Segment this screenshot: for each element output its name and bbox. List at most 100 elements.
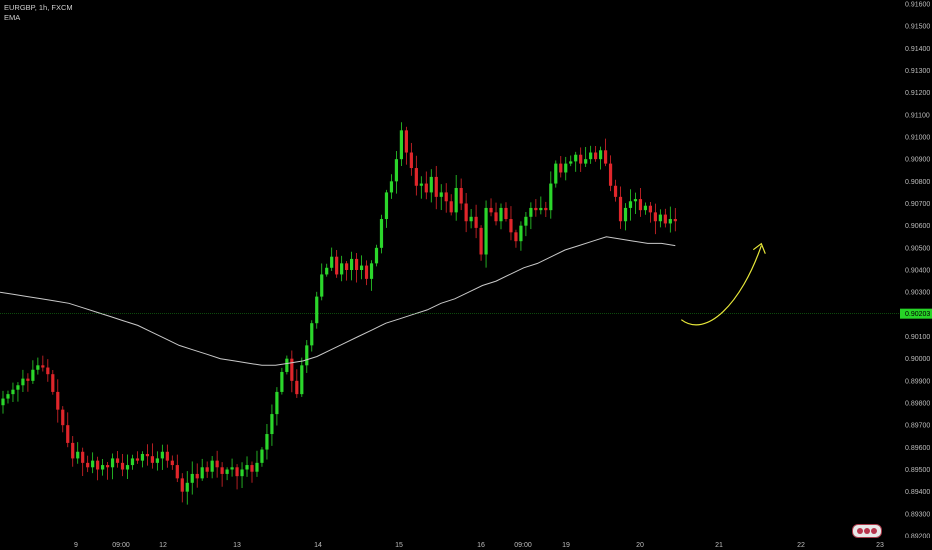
candle-body [310,323,314,346]
candle-body [110,458,115,468]
candle-body [379,219,384,248]
ema-series [0,236,676,366]
price-axis[interactable] [900,0,932,538]
x-tick-label: 16 [477,542,485,549]
candle-body [374,247,379,264]
candlestick-series [1,122,677,505]
candle-body [464,203,468,222]
price-tag-box [900,308,932,319]
y-tick-label: 0.89400 [905,489,930,496]
candle-body [86,462,90,468]
candle-body [359,265,364,270]
candle-body [101,465,105,470]
candle-body [280,371,284,392]
y-tick-label: 0.90400 [905,268,930,275]
candle-body [658,214,662,222]
candle-body [369,263,374,279]
candle-body [81,451,85,463]
candle-body [16,385,20,390]
candle-body [180,478,184,492]
candle-body [399,130,403,160]
candle-body [31,369,35,381]
candle-body [235,467,239,477]
candle-body [419,183,423,186]
candle-body [594,152,598,160]
candle-body [534,207,538,211]
candle-body [26,378,30,381]
y-tick-label: 0.91300 [905,68,930,75]
candle-body [260,449,264,463]
candle-body [115,458,120,463]
y-tick-label: 0.89300 [905,511,930,518]
candle-body [130,458,135,466]
projection-curve [680,245,762,326]
x-tick-label: 12 [159,542,167,549]
candle-body [325,267,329,275]
candle-body [56,391,60,410]
candle-body [71,442,75,459]
y-tick-label: 0.90700 [905,201,930,208]
candle-body [300,365,304,395]
indicator-label[interactable]: EMA [4,13,21,22]
candle-body [519,225,523,242]
candle-body [240,469,244,477]
x-tick-label: 13 [233,542,241,549]
candle-body [584,159,588,164]
x-tick-label: 23 [876,542,884,549]
candle-body [345,263,349,270]
candle-body [613,185,618,197]
candle-body [484,207,488,255]
candle-body [449,201,453,213]
chart-legend: EURGBP, 1h, FXCM EMA [4,3,73,23]
y-tick-label: 0.90300 [905,290,930,297]
candle-body [459,187,463,204]
candle-body [190,473,194,483]
candle-body [628,201,633,208]
candle-body [320,274,324,297]
x-axis-ticks: 9 09:00 12 13 14 15 16 09:00 19 20 21 22 23 [74,542,884,549]
candle-body [120,462,125,470]
candle-body [165,451,169,461]
candle-body [145,453,150,457]
candle-body [315,296,319,324]
candle-body [160,451,164,459]
candle-body [569,161,573,164]
y-tick-label: 0.91100 [905,112,930,119]
y-tick-label: 0.91200 [905,90,930,97]
candle-body [589,152,593,160]
candle-body [335,256,339,275]
candle-body [200,467,204,479]
symbol-label[interactable]: EURGBP, 1h, FXCM [4,3,73,12]
candle-body [514,232,518,242]
candle-body [105,465,110,468]
candle-body [608,163,613,186]
candle-body [389,181,394,193]
projection-arrow [680,242,766,326]
x-tick-label: 22 [797,542,805,549]
candle-body [668,219,672,224]
time-axis[interactable] [0,538,932,550]
candle-body [429,176,433,193]
tradingview-logo-icon[interactable] [852,524,882,538]
candle-body [245,465,249,470]
candle-body [504,207,508,220]
candle-body [633,199,638,202]
candle-body [574,154,578,162]
candle-body [494,212,498,222]
candle-body [559,163,563,173]
candle-body [1,398,5,406]
candle-body [364,265,369,279]
candle-body [554,163,558,184]
candle-body [529,207,533,217]
candle-body [384,192,389,220]
candle-body [11,389,15,395]
candle-body [215,460,219,468]
y-tick-label: 0.90600 [905,223,930,230]
y-tick-label: 0.89800 [905,401,930,408]
x-tick-label: 21 [715,542,723,549]
candle-body [663,214,667,224]
candle-body [350,258,354,270]
candle-body [414,168,418,186]
candle-body [36,365,40,370]
